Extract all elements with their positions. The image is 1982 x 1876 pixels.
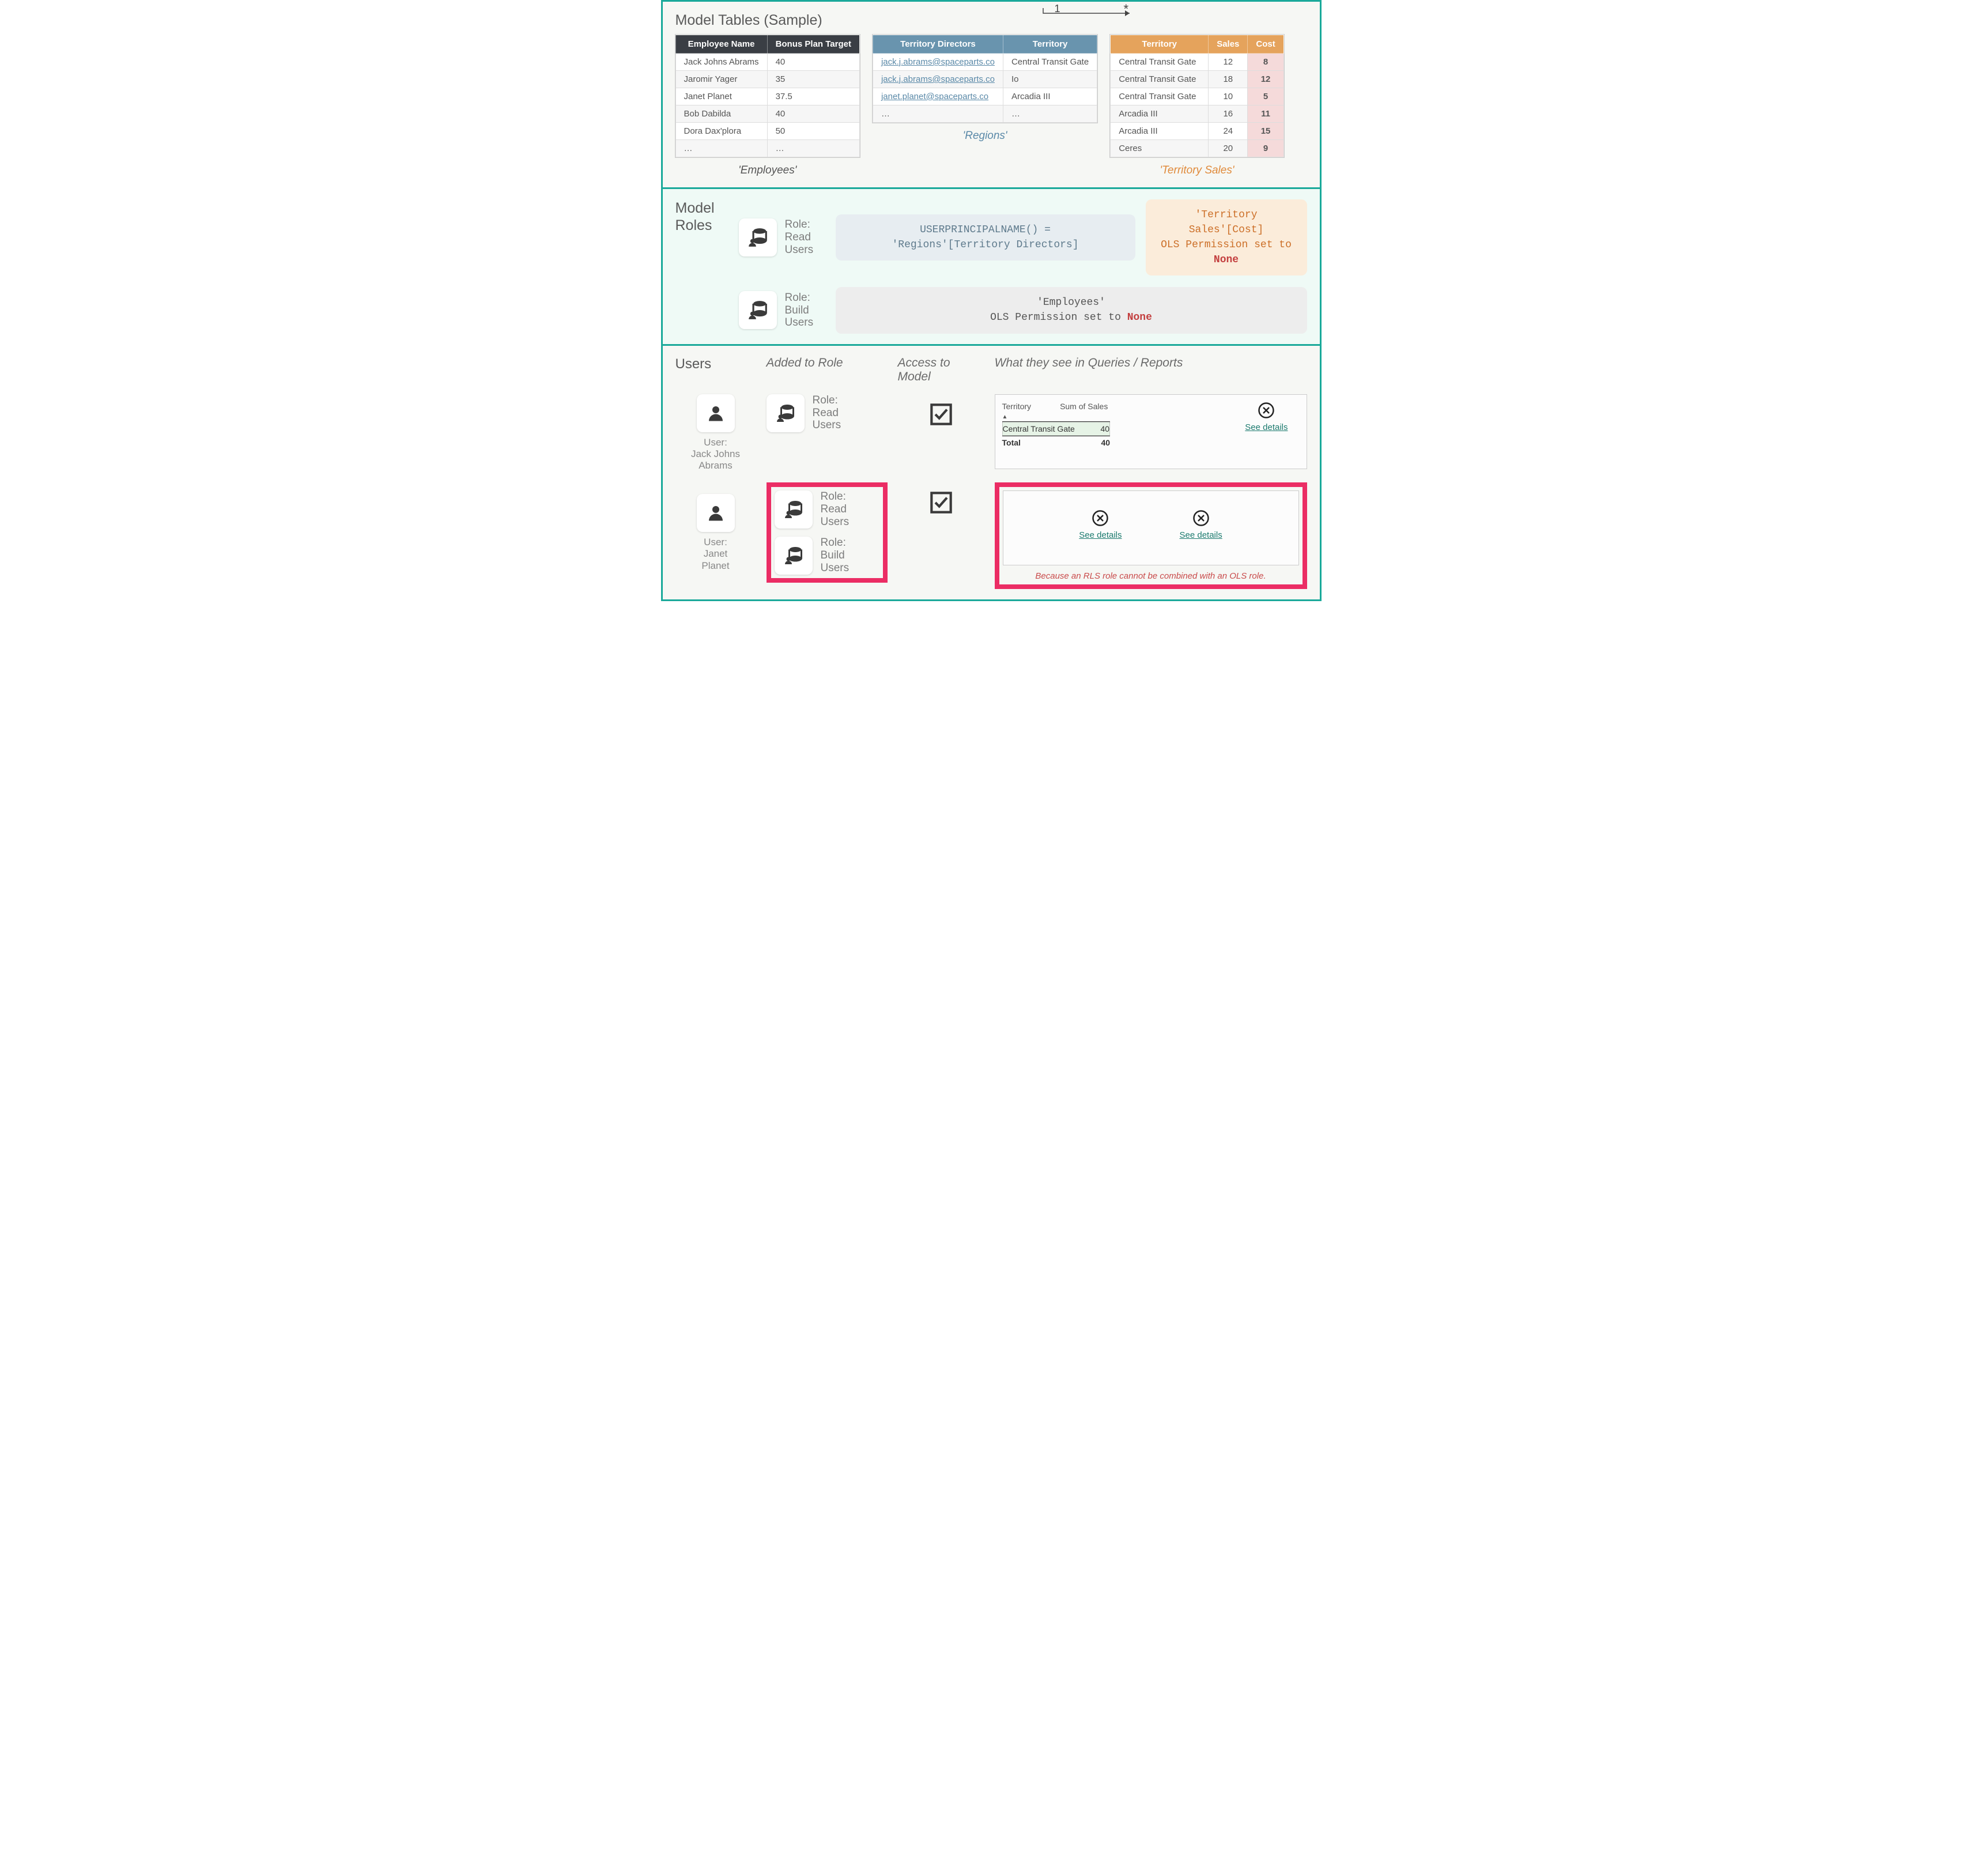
users-title: Users [675,356,756,372]
mini-cell: Central Transit Gate [1003,424,1089,433]
see-details-link[interactable]: See details [1079,530,1122,540]
ols-read-code: 'Territory Sales'[Cost] OLS Permission s… [1146,199,1307,275]
janet-role-build: Role: Build Users [821,537,861,575]
territory-sales-label: 'Territory Sales' [1110,164,1284,177]
regions-table-block: Territory DirectorsTerritory jack.j.abra… [873,35,1097,142]
ols-none: None [1214,254,1239,266]
relationship-arrow [1032,5,1135,21]
col-header: Sales [1209,35,1248,54]
role-read-label: Role: Read Users [785,218,825,256]
ols-build-code: 'Employees' OLS Permission set to None [836,287,1307,333]
role-build-label: Role: Build Users [785,292,825,330]
see-details-link[interactable]: See details [1180,530,1222,540]
table-row: Bob Dabilda40 [675,105,859,123]
janet-role-read: Role: Read Users [821,490,861,529]
role-build-row: Role: Build Users 'Employees' OLS Permis… [739,287,1307,333]
janet-result-box: See details See details Because an RLS r… [995,482,1307,589]
checkbox-checked-icon [930,491,953,514]
mini-total-val: 40 [1101,438,1111,447]
ols-none: None [1127,312,1152,323]
territory-sales-table-block: TerritorySalesCost Central Transit Gate1… [1110,35,1284,177]
user-janet: User: Janet Planet [675,482,756,572]
regions-label: 'Regions' [873,130,1097,142]
table-row: Jack Johns Abrams40 [675,54,859,71]
col-header: Bonus Plan Target [767,35,859,54]
col-header: Territory Directors [873,35,1003,54]
ols-table-ref: 'Territory Sales'[Cost] [1189,209,1264,236]
header-see: What they see in Queries / Reports [995,356,1307,370]
error-item: See details [1245,402,1288,432]
user-jack: User: Jack Johns Abrams [675,394,756,472]
user-icon [697,494,735,532]
ols-text: OLS Permission set to [1161,239,1292,251]
roles-title: Model Roles [675,199,727,234]
col-header: Cost [1248,35,1283,54]
table-row: …… [873,105,1097,123]
error-circle-icon [1258,402,1275,419]
users-section: Users Added to Role Access to Model What… [663,346,1320,599]
table-row: Central Transit Gate105 [1111,88,1284,105]
tables-title: Model Tables (Sample) [675,12,1307,29]
rls-code: USERPRINCIPALNAME() = 'Regions'[Territor… [836,214,1135,261]
header-added: Added to Role [767,356,888,370]
regions-table: Territory DirectorsTerritory jack.j.abra… [873,35,1097,123]
error-circle-icon [1092,509,1109,527]
header-access: Access to Model [898,356,984,384]
user-icon [697,394,735,432]
error-circle-icon [1192,509,1210,527]
role-db-icon [775,537,813,575]
janet-caption: Because an RLS role cannot be combined w… [1003,571,1299,581]
ols-table-ref: 'Employees' [1037,297,1105,308]
user-janet-label: User: Janet Planet [701,537,729,572]
table-row: Janet Planet37.5 [675,88,859,105]
col-header: Territory [1003,35,1097,54]
jack-access [898,394,984,426]
table-row: jack.j.abrams@spaceparts.coIo [873,71,1097,88]
mini-total: Total [1002,438,1089,447]
checkbox-checked-icon [930,403,953,426]
table-row: Central Transit Gate1812 [1111,71,1284,88]
table-row: Jaromir Yager35 [675,71,859,88]
role-db-icon [739,218,777,256]
table-row: Arcadia III2415 [1111,123,1284,140]
error-item: See details [1079,509,1122,540]
table-row: …… [675,140,859,157]
table-row: Dora Dax'plora50 [675,123,859,140]
janet-access [898,482,984,514]
table-row: Arcadia III1611 [1111,105,1284,123]
employees-label: 'Employees' [675,164,860,177]
role-db-icon [767,394,805,432]
janet-roles-box: Role: Read Users Role: Build Users [767,482,888,583]
jack-roles: Role: Read Users [767,394,888,432]
table-row: jack.j.abrams@spaceparts.coCentral Trans… [873,54,1097,71]
ols-text: OLS Permission set to [990,312,1127,323]
user-jack-label: User: Jack Johns Abrams [691,437,740,472]
jack-result-table: Territory ▲ Sum of Sales Central Transit G… [1002,402,1111,449]
sort-asc-icon: ▲ [1002,414,1008,420]
role-read-row: Role: Read Users USERPRINCIPALNAME() = '… [739,199,1307,275]
table-row: janet.planet@spaceparts.coArcadia III [873,88,1097,105]
employees-table: Employee NameBonus Plan Target Jack John… [675,35,860,157]
col-header: Employee Name [675,35,767,54]
mini-hdr: Territory [1002,402,1032,411]
col-header: Territory [1111,35,1209,54]
mini-cell: 40 [1101,424,1110,433]
model-roles-section: Model Roles Role: Read Users USERPRINCIP… [663,189,1320,346]
employees-table-block: Employee NameBonus Plan Target Jack John… [675,35,860,177]
table-row: Central Transit Gate128 [1111,54,1284,71]
see-details-link[interactable]: See details [1245,422,1288,432]
role-db-icon [739,291,777,329]
model-tables-section: 1 * Model Tables (Sample) Employee NameB… [663,2,1320,189]
error-item: See details [1180,509,1222,540]
table-row: Ceres209 [1111,140,1284,157]
jack-role-label: Role: Read Users [813,394,853,432]
role-db-icon [775,490,813,529]
jack-result-panel: Territory ▲ Sum of Sales Central Transit G… [995,394,1307,469]
mini-hdr: Sum of Sales [1060,402,1108,420]
territory-sales-table: TerritorySalesCost Central Transit Gate1… [1110,35,1284,157]
